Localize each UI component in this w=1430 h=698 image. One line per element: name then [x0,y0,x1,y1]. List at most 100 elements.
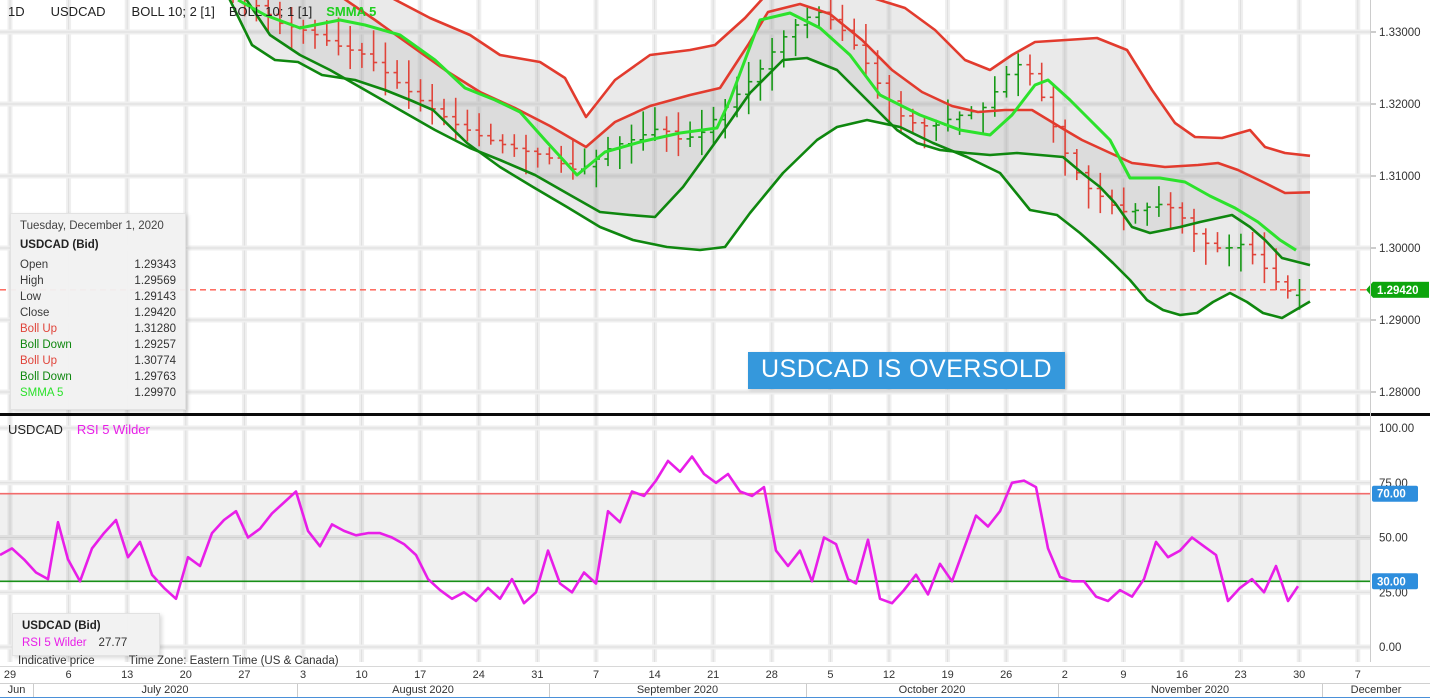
day-tick-label: 27 [238,669,251,681]
ohlc-bar [780,30,788,68]
day-tick-label: 29 [3,669,17,681]
day-tick-label: 28 [765,669,778,681]
ohlc-bar [334,17,343,56]
month-cell: November 2020 [1058,684,1323,697]
svg-text:1.29420: 1.29420 [1377,285,1419,297]
day-tick-label: 13 [121,669,134,681]
ohlc-bar [1237,233,1245,272]
boll2-upper-line [392,0,1311,158]
day-tick-label: 26 [1000,669,1013,681]
ohlc-bar [932,119,940,141]
rsi-axis-label: 100.00 [1379,423,1414,435]
ohlc-bar [323,20,331,46]
month-cell: September 2020 [549,684,807,697]
ohlc-bar [1026,54,1034,86]
ohlc-bar [651,107,659,141]
tooltip-rows: Open 1.29343 High 1.29569 Low 1.29143 Close 1.2… [20,257,176,401]
ohlc-bar [686,121,694,147]
ohlc-bar [264,0,272,32]
price-axis-label: 1.33000 [1379,27,1421,39]
rsi-tooltip-symbol: USDCAD (Bid) [22,620,101,632]
price-axis-label: 1.28000 [1379,387,1421,399]
rsi-tooltip-value: 27.77 [98,637,128,649]
rsi-panel-header: USDCAD RSI 5 Wilder [8,422,150,437]
day-tick-label: 21 [707,669,720,681]
rsi-tooltip: USDCAD (Bid) RSI 5 Wilder 27.77 [12,613,160,656]
day-tick-label: 3 [299,669,307,681]
price-axis-label: 1.31000 [1379,171,1421,183]
ohlc-bar [663,116,671,152]
day-tick-label: 31 [531,669,544,681]
tooltip-date: Tuesday, December 1, 2020 [20,220,164,232]
day-tick-label: 5 [827,669,834,681]
day-tick-label: 9 [1120,669,1127,681]
ohlc-bar [381,42,389,96]
ohlc-bar [1190,208,1198,252]
current-price-tag: 1.29420 [1366,281,1429,298]
main-price-chart[interactable]: 1.33000 1.32000 1.31000 1.30000 1.29000 1.280… [0,0,1430,413]
footer-note: Indicative price Time Zone: Eastern Time … [18,655,339,667]
indicative-price-label: Indicative price [18,655,95,667]
day-tick-label: 16 [1175,669,1189,681]
ohlc-bar [1202,228,1210,265]
rsi-axis-label: 0.00 [1379,642,1401,654]
ohlc-bar [370,30,378,72]
ohlc-bar [522,134,530,175]
oversold-annotation[interactable]: USDCAD IS OVERSOLD [748,352,1066,389]
rsi-axis-label: 25.00 [1379,587,1408,599]
rsi-symbol-label[interactable]: USDCAD [8,422,63,437]
panel-divider[interactable] [0,413,1430,416]
timeframe-selector[interactable]: 1D [8,4,25,19]
rsi-indicator-label[interactable]: RSI 5 Wilder [76,422,150,437]
ohlc-bar [358,42,366,68]
indicator-boll1-label[interactable]: BOLL 10; 1 [1] [228,4,313,19]
ohlc-bar [416,79,425,112]
day-tick-label: 10 [355,669,368,681]
month-cell: December [1322,684,1430,697]
tooltip-row: High 1.29569 [20,275,176,287]
ohlc-bar [243,0,246,17]
tooltip-row: Boll Up 1.30774 [20,355,176,367]
ohlc-bar [1272,248,1280,291]
day-tick-label: 17 [414,669,427,681]
price-axis-label: 1.30000 [1379,243,1421,255]
month-cell: Jun [0,684,34,697]
ohlc-bar [1213,232,1222,253]
ohlc-bar [792,19,800,57]
rsi-level-tag: 70.00 [1372,485,1418,502]
ohlc-bar [1120,187,1128,231]
ohlc-bar [920,115,929,149]
month-cells-row: Jun July 2020 August 2020 September 2020 Oct… [0,683,1430,698]
rsi-neutral-zone [0,493,1370,582]
tooltip-row: Boll Down 1.29763 [20,371,176,383]
ohlc-bar [463,109,471,142]
chart-toolbar: 1D USDCAD BOLL 10; 2 [1] BOLL 10; 1 [1] SMMA… [8,4,390,19]
indicator-smma-label[interactable]: SMMA 5 [326,4,377,19]
rsi-line [0,455,1300,605]
ohlc-bar [1014,53,1022,97]
boll1-lower-line [245,0,1311,267]
price-axis-label: 1.29000 [1379,315,1421,327]
boll2-lower-line [228,0,1311,320]
day-tick-label: 23 [1234,669,1247,681]
ohlc-bar [1225,234,1233,267]
ohlc-bar [510,134,518,157]
svg-text:30.00: 30.00 [1377,576,1406,588]
day-tick-label: 2 [1061,669,1068,681]
ohlc-bar [1131,203,1139,224]
ohlc-bar [1002,66,1011,98]
svg-text:70.00: 70.00 [1377,489,1406,501]
ohlc-bar [862,24,870,78]
date-axis[interactable]: 29 6 13 20 27 3 10 17 24 31 7 14 21 28 5 12 19 26 2 9 16 23 30… [0,666,1430,698]
ohlc-bar [768,38,776,91]
tooltip-row: Low 1.29143 [20,291,176,303]
ohlc-bar [1143,202,1151,226]
rsi-tooltip-label: RSI 5 Wilder [22,637,87,649]
ohlc-bar [1085,165,1093,209]
ohlc-bar [534,147,542,168]
symbol-label[interactable]: USDCAD [50,4,106,19]
ohlc-bar [1167,192,1175,229]
day-tick-label: 14 [648,669,661,681]
indicator-boll2-label[interactable]: BOLL 10; 2 [1] [131,4,215,19]
